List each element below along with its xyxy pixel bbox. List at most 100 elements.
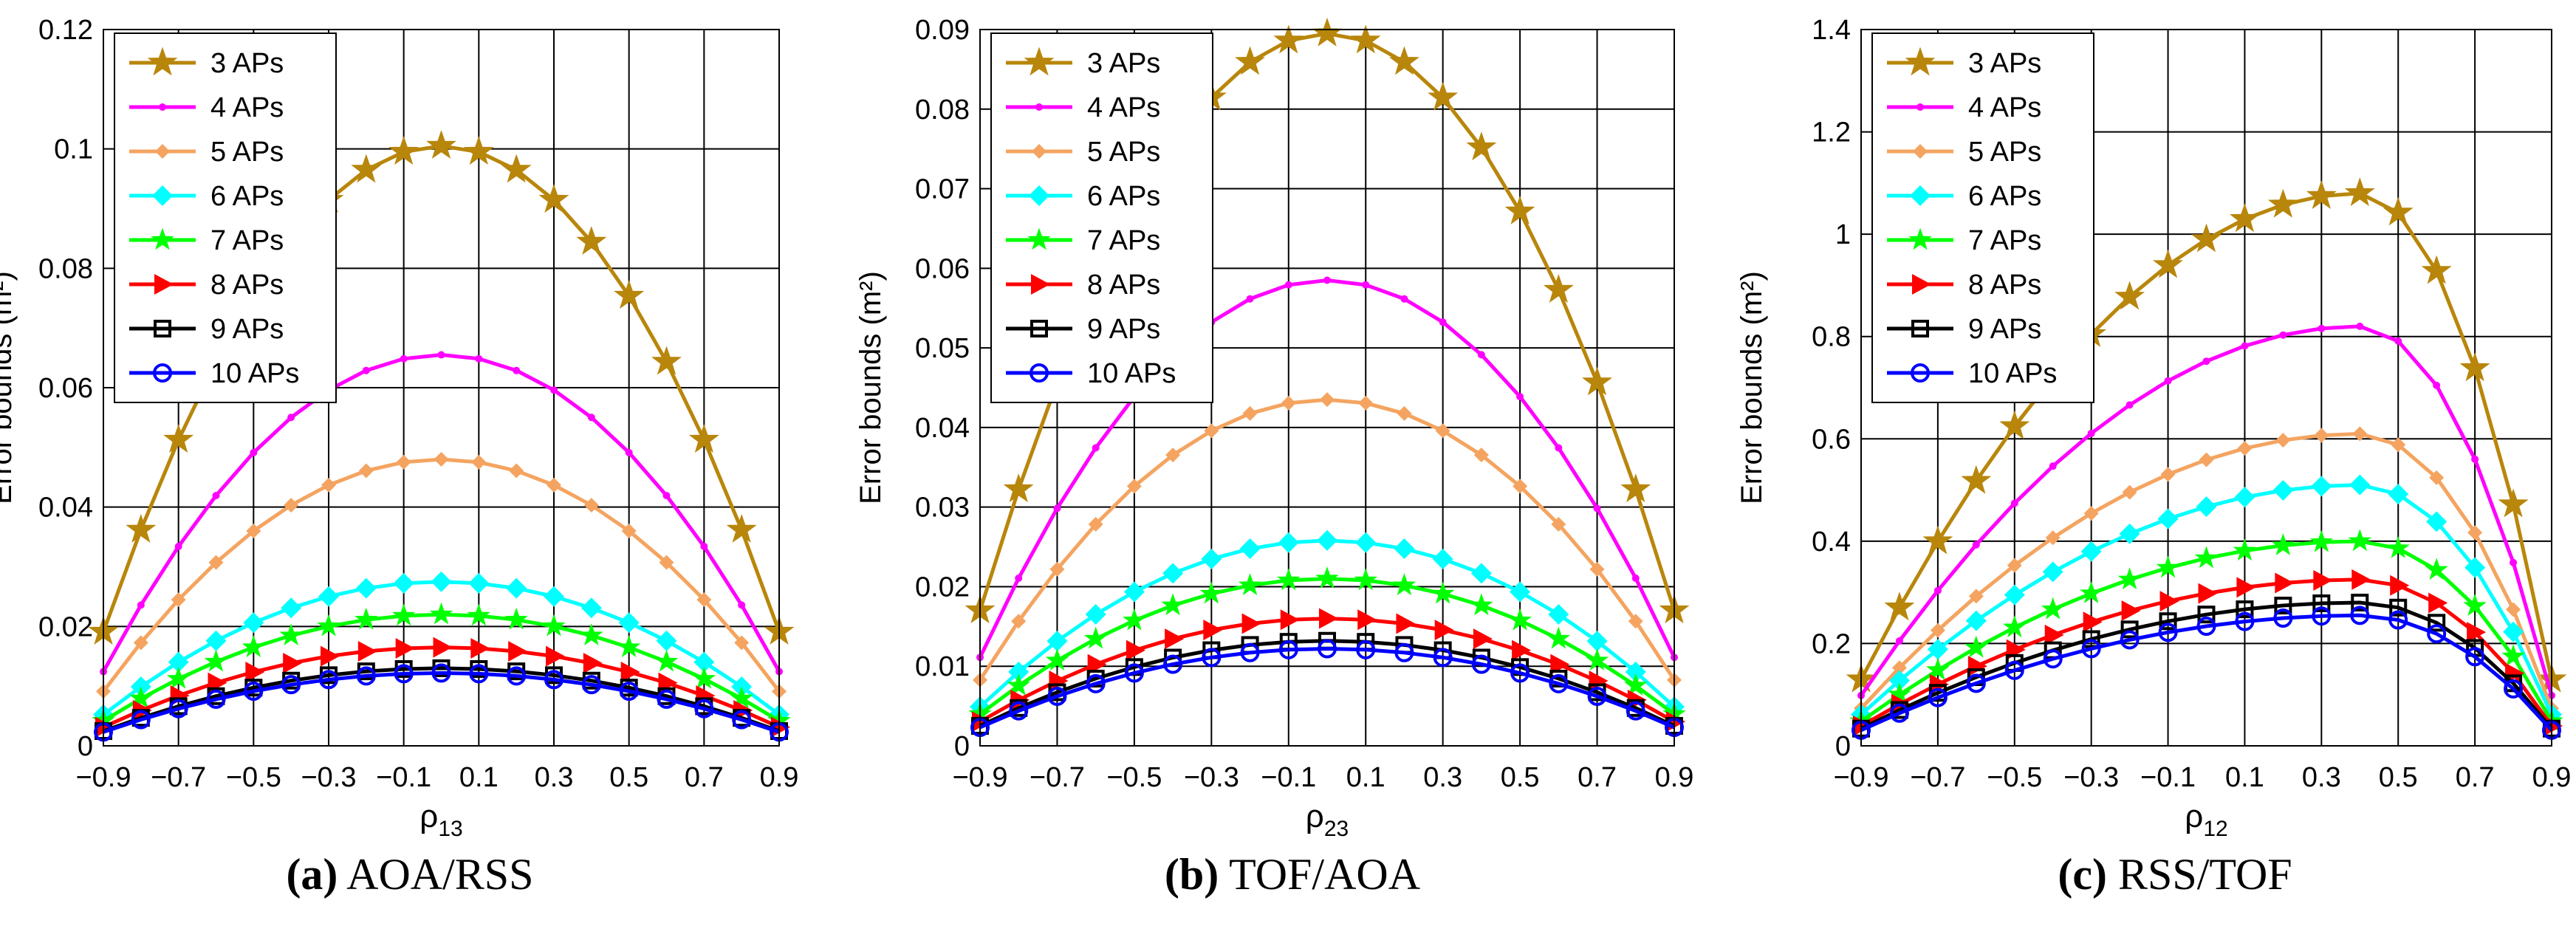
data-point xyxy=(656,630,677,651)
legend-marker xyxy=(1911,363,1930,383)
data-point xyxy=(544,670,564,690)
series-7-aps xyxy=(968,566,1686,724)
data-point xyxy=(1625,661,1646,682)
data-point xyxy=(1966,673,1986,693)
series-10-aps xyxy=(94,663,789,742)
data-point xyxy=(2386,536,2410,558)
x-tick-label: −0.7 xyxy=(151,762,206,793)
x-tick-label: −0.9 xyxy=(75,762,131,793)
caption-c-label: (c) xyxy=(2058,850,2107,899)
legend-label: 7 APs xyxy=(210,225,284,256)
caption-a: (a) AOA/RSS xyxy=(286,849,533,900)
legend: 3 APs 4 APs 5 APs 6 APs 7 APs 8 APs 9 APs 10 AP… xyxy=(990,32,1213,403)
data-point xyxy=(393,572,414,594)
series-5-aps xyxy=(1854,426,2559,716)
data-point xyxy=(2236,600,2254,619)
data-point xyxy=(581,675,601,695)
data-point xyxy=(287,414,295,422)
y-tick-label: 0.08 xyxy=(38,253,93,284)
data-point xyxy=(1354,568,1377,591)
x-tick-label: 0.3 xyxy=(1423,762,1462,793)
data-point xyxy=(1546,626,1571,649)
data-point xyxy=(2044,624,2064,645)
legend-marker xyxy=(1910,185,1931,206)
data-point xyxy=(580,597,602,619)
data-point xyxy=(133,635,148,651)
data-point xyxy=(1926,657,1950,680)
legend-label: 10 APs xyxy=(1968,358,2057,389)
data-point xyxy=(1928,687,1948,707)
data-point xyxy=(1199,581,1224,604)
x-tick-label: 0.3 xyxy=(2302,762,2341,793)
data-point xyxy=(1246,295,1254,303)
legend-marker xyxy=(1030,320,1048,337)
data-point xyxy=(2042,561,2063,583)
data-point xyxy=(732,710,752,730)
data-point xyxy=(2080,541,2102,562)
data-point xyxy=(245,661,265,682)
data-point xyxy=(1961,464,1992,494)
x-tick-label: 0.7 xyxy=(2456,762,2495,793)
data-point xyxy=(1551,516,1566,532)
data-point xyxy=(244,682,264,702)
data-point xyxy=(1587,686,1607,706)
legend-marker xyxy=(1916,103,1924,111)
series-10-aps xyxy=(1852,606,2561,740)
data-point xyxy=(1433,648,1453,668)
x-tick-label: −0.1 xyxy=(2140,762,2196,793)
data-point xyxy=(547,477,561,493)
data-point xyxy=(583,652,603,673)
data-point xyxy=(2198,583,2218,604)
data-point xyxy=(250,448,258,456)
y-tick-label: 0.1 xyxy=(54,134,93,165)
data-point xyxy=(2350,606,2370,625)
x-axis-label-subscript: 12 xyxy=(2203,817,2227,841)
data-point xyxy=(246,524,261,538)
data-point xyxy=(475,354,483,363)
y-tick-label: 0.2 xyxy=(1812,628,1851,659)
data-point xyxy=(1087,654,1107,675)
legend-marker xyxy=(1913,144,1928,159)
data-point xyxy=(619,682,639,702)
data-point xyxy=(317,614,340,637)
legend-label: 5 APs xyxy=(210,137,284,168)
data-point xyxy=(1318,639,1337,659)
data-point xyxy=(620,661,640,682)
x-tick-label: 0.7 xyxy=(685,762,724,793)
data-point xyxy=(433,637,453,658)
data-point xyxy=(2313,569,2333,591)
data-point xyxy=(1049,561,1065,577)
chart-svg: −0.9 −0.7 −0.5 −0.3 −0.1 0.1 0.3 0.5 0.7 0.9 0 0.02… xyxy=(0,15,2571,841)
legend-label: 5 APs xyxy=(1968,137,2041,168)
legend-label: 9 APs xyxy=(1087,314,1160,345)
data-point xyxy=(1126,479,1142,494)
y-tick-label: 0.04 xyxy=(915,413,970,444)
data-point xyxy=(2121,600,2141,622)
data-point xyxy=(2081,639,2101,659)
data-point xyxy=(2125,401,2134,409)
data-point xyxy=(1083,626,1108,649)
data-point xyxy=(283,652,303,673)
data-point xyxy=(2503,621,2524,642)
data-point xyxy=(2504,679,2524,699)
legend-label: 8 APs xyxy=(1968,270,2041,301)
y-axis-label: Error bounds (m²) xyxy=(854,271,887,504)
x-tick-label: −0.5 xyxy=(1106,762,1162,793)
data-point xyxy=(2394,337,2402,345)
data-point xyxy=(580,623,603,646)
y-tick-label: 0.4 xyxy=(1812,527,1851,558)
data-point xyxy=(506,577,527,599)
y-tick-label: 0.01 xyxy=(915,651,970,682)
data-point xyxy=(2120,620,2139,639)
data-point xyxy=(1320,392,1335,408)
data-point xyxy=(1204,423,1219,439)
data-point xyxy=(1922,525,1953,555)
data-point xyxy=(1624,673,1648,696)
data-point xyxy=(2383,196,2414,226)
data-point xyxy=(2352,426,2368,442)
data-point xyxy=(2236,577,2256,598)
y-tick-label: 0.6 xyxy=(1812,424,1851,455)
data-point xyxy=(1088,516,1103,532)
data-point xyxy=(1972,541,1980,549)
data-point xyxy=(2041,597,2065,620)
